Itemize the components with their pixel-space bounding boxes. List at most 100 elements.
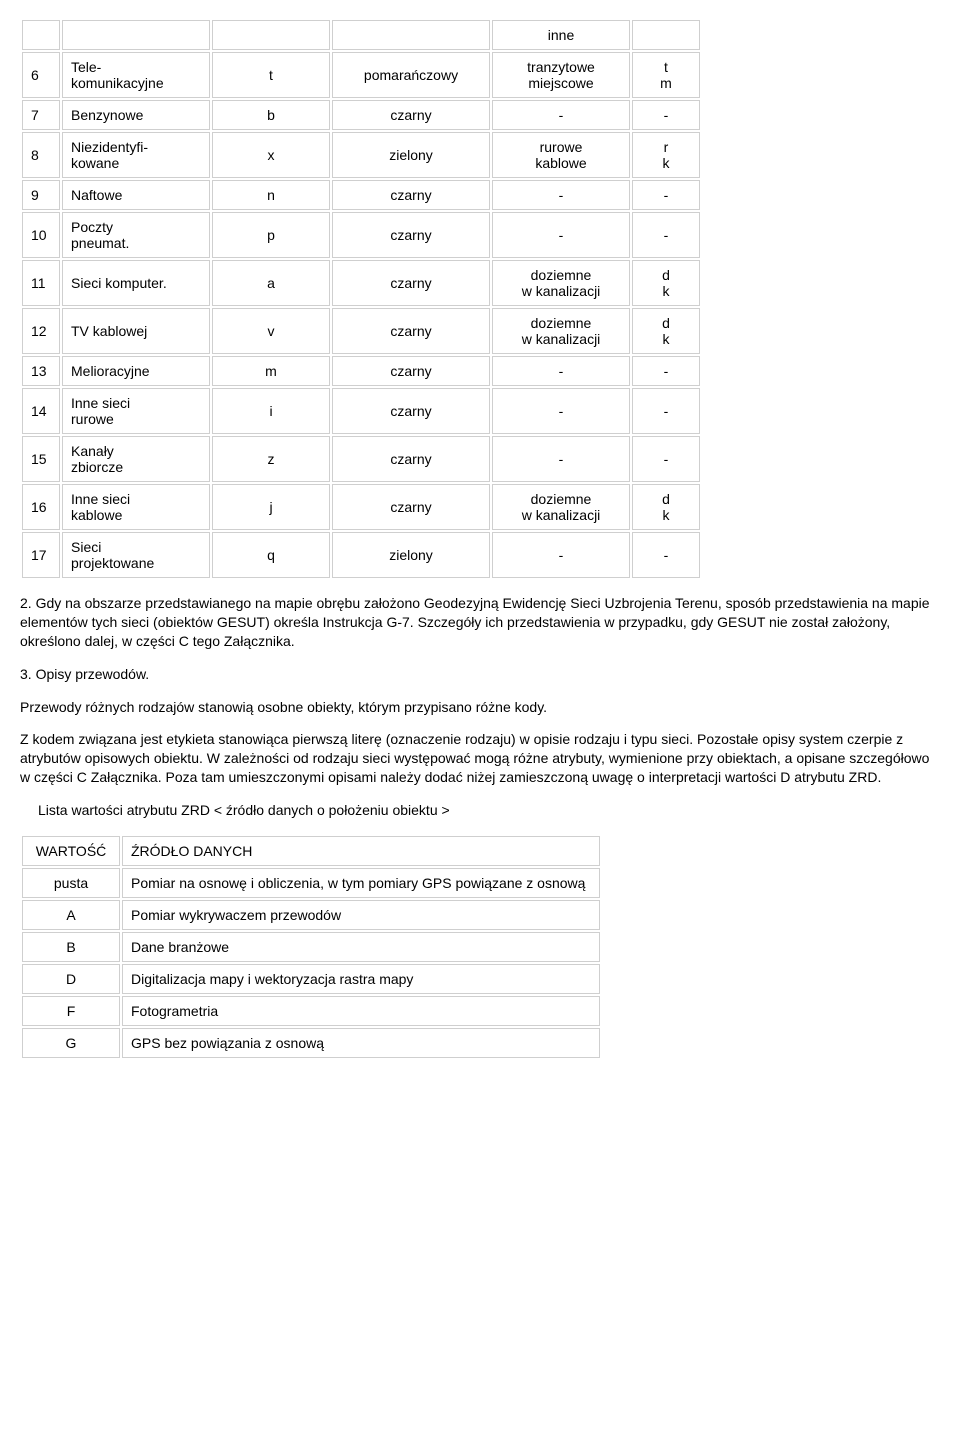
- table-cell: czarny: [332, 308, 490, 354]
- table-cell: -: [492, 436, 630, 482]
- table-cell: [632, 20, 700, 50]
- table-cell: zielony: [332, 532, 490, 578]
- table-cell: -: [492, 356, 630, 386]
- table-cell: n: [212, 180, 330, 210]
- table-cell: czarny: [332, 100, 490, 130]
- table-cell: doziemne w kanalizacji: [492, 260, 630, 306]
- table-cell: x: [212, 132, 330, 178]
- table-header-row: WARTOŚĆŹRÓDŁO DANYCH: [22, 836, 600, 866]
- table-cell: t: [212, 52, 330, 98]
- table-cell: F: [22, 996, 120, 1026]
- table-cell: 16: [22, 484, 60, 530]
- table-zrd: WARTOŚĆŹRÓDŁO DANYCHpustaPomiar na osnow…: [20, 834, 602, 1060]
- table-row: 11Sieci komputer.aczarnydoziemne w kanal…: [22, 260, 700, 306]
- table-cell: Niezidentyfi- kowane: [62, 132, 210, 178]
- table-cell: Dane branżowe: [122, 932, 600, 962]
- table-cell: d k: [632, 308, 700, 354]
- table-cell: D: [22, 964, 120, 994]
- table-cell: rurowe kablowe: [492, 132, 630, 178]
- table-cell: Melioracyjne: [62, 356, 210, 386]
- table-cell: d k: [632, 484, 700, 530]
- table-row: DDigitalizacja mapy i wektoryzacja rastr…: [22, 964, 600, 994]
- table-cell: v: [212, 308, 330, 354]
- table-cell: d k: [632, 260, 700, 306]
- table-cell: B: [22, 932, 120, 962]
- table-cell: G: [22, 1028, 120, 1058]
- table-cell: czarny: [332, 212, 490, 258]
- table-cell: tranzytowe miejscowe: [492, 52, 630, 98]
- table-cell: pomarańczowy: [332, 52, 490, 98]
- table-cell: i: [212, 388, 330, 434]
- table-cell: Sieci projektowane: [62, 532, 210, 578]
- table-cell: j: [212, 484, 330, 530]
- table-cell: Tele- komunikacyjne: [62, 52, 210, 98]
- table-cell: [62, 20, 210, 50]
- table-row: 15Kanały zbiorczezczarny--: [22, 436, 700, 482]
- table-cell: 6: [22, 52, 60, 98]
- table-cell: [212, 20, 330, 50]
- table-row: GGPS bez powiązania z osnową: [22, 1028, 600, 1058]
- table-cell: pusta: [22, 868, 120, 898]
- table-cell: zielony: [332, 132, 490, 178]
- table-cell: -: [632, 436, 700, 482]
- table-cell: czarny: [332, 388, 490, 434]
- table-cell: Inne sieci kablowe: [62, 484, 210, 530]
- table-cell: -: [632, 212, 700, 258]
- table-cell: -: [632, 356, 700, 386]
- table-cell: Kanały zbiorcze: [62, 436, 210, 482]
- table-cell: -: [492, 100, 630, 130]
- table-cell: [22, 20, 60, 50]
- table-row: 6Tele- komunikacyjnetpomarańczowytranzyt…: [22, 52, 700, 98]
- table-cell: t m: [632, 52, 700, 98]
- table-row: 7Benzynowebczarny--: [22, 100, 700, 130]
- para-3a: Przewody różnych rodzajów stanowią osobn…: [20, 698, 940, 717]
- table-cell: m: [212, 356, 330, 386]
- table-cell: doziemne w kanalizacji: [492, 484, 630, 530]
- para-zrd-intro: Lista wartości atrybutu ZRD < źródło dan…: [38, 801, 940, 820]
- para-3b: Z kodem związana jest etykieta stanowiąc…: [20, 730, 940, 787]
- table-row: 16Inne sieci kablowejczarnydoziemne w ka…: [22, 484, 700, 530]
- table-cell: Digitalizacja mapy i wektoryzacja rastra…: [122, 964, 600, 994]
- table-row: 9Naftowenczarny--: [22, 180, 700, 210]
- table-cell: czarny: [332, 356, 490, 386]
- table-cell: A: [22, 900, 120, 930]
- table-row: FFotogrametria: [22, 996, 600, 1026]
- table-cell: inne: [492, 20, 630, 50]
- table-row: 14Inne sieci ruroweiczarny--: [22, 388, 700, 434]
- table-cell: -: [492, 388, 630, 434]
- table-row: APomiar wykrywaczem przewodów: [22, 900, 600, 930]
- table-cell: Poczty pneumat.: [62, 212, 210, 258]
- table-cell: -: [492, 212, 630, 258]
- table-cell: p: [212, 212, 330, 258]
- table-header-cell: WARTOŚĆ: [22, 836, 120, 866]
- table-row: BDane branżowe: [22, 932, 600, 962]
- table-cell: Inne sieci rurowe: [62, 388, 210, 434]
- table-cell: -: [632, 532, 700, 578]
- table-przewody: inne6Tele- komunikacyjnetpomarańczowytra…: [20, 18, 702, 580]
- para-2: 2. Gdy na obszarze przedstawianego na ma…: [20, 594, 940, 651]
- table-cell: 13: [22, 356, 60, 386]
- table-cell: Pomiar wykrywaczem przewodów: [122, 900, 600, 930]
- table-cell: Naftowe: [62, 180, 210, 210]
- table-cell: 8: [22, 132, 60, 178]
- para-3-title: 3. Opisy przewodów.: [20, 665, 940, 684]
- table-cell: -: [632, 180, 700, 210]
- table-cell: czarny: [332, 436, 490, 482]
- table-cell: q: [212, 532, 330, 578]
- table-cell: [332, 20, 490, 50]
- table-row: pustaPomiar na osnowę i obliczenia, w ty…: [22, 868, 600, 898]
- table-cell: 12: [22, 308, 60, 354]
- table-cell: 14: [22, 388, 60, 434]
- table-cell: 7: [22, 100, 60, 130]
- table-row: 12TV kablowejvczarnydoziemne w kanalizac…: [22, 308, 700, 354]
- table-row: 10Poczty pneumat.pczarny--: [22, 212, 700, 258]
- table-row: 17Sieci projektowaneqzielony--: [22, 532, 700, 578]
- table-cell: z: [212, 436, 330, 482]
- table-cell: -: [492, 180, 630, 210]
- table-cell: GPS bez powiązania z osnową: [122, 1028, 600, 1058]
- table-cell: 17: [22, 532, 60, 578]
- table-cell: czarny: [332, 180, 490, 210]
- table-row: inne: [22, 20, 700, 50]
- table-cell: TV kablowej: [62, 308, 210, 354]
- table-cell: Fotogrametria: [122, 996, 600, 1026]
